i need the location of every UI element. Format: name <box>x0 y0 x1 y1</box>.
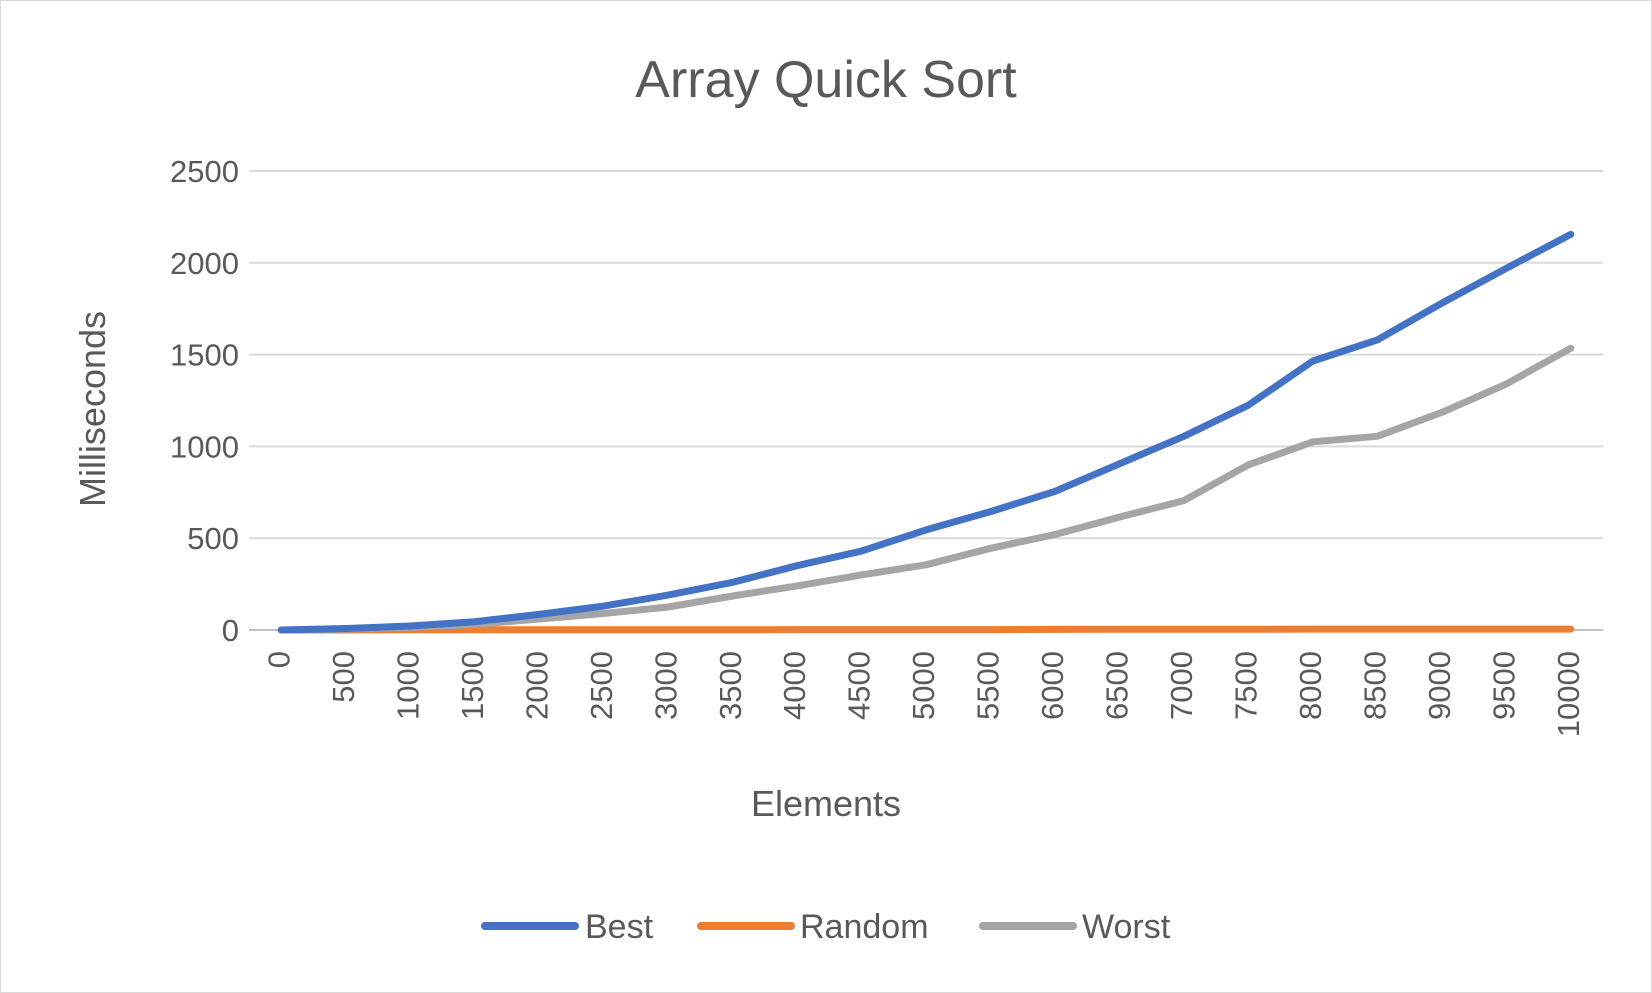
x-tick-label: 6000 <box>1035 651 1070 720</box>
y-tick-label: 0 <box>222 613 239 648</box>
x-tick-label: 5000 <box>906 651 941 720</box>
legend-label-worst: Worst <box>1082 908 1171 946</box>
y-tick-label: 1500 <box>170 338 239 373</box>
legend-label-best: Best <box>585 908 654 946</box>
y-axis-title: Milliseconds <box>72 311 113 507</box>
x-tick-label: 0 <box>261 651 296 668</box>
y-tick-label: 500 <box>187 521 239 556</box>
chart-title: Array Quick Sort <box>635 51 1017 109</box>
x-tick-label: 5500 <box>971 651 1006 720</box>
x-tick-label: 3500 <box>713 651 748 720</box>
y-tick-label: 2000 <box>170 246 239 281</box>
series-lines <box>277 230 1575 634</box>
x-tick-label: 1000 <box>390 651 425 720</box>
x-tick-label: 8500 <box>1358 651 1393 720</box>
x-tick-label: 500 <box>326 651 361 703</box>
y-tick-label: 2500 <box>170 154 239 189</box>
series-line-random <box>277 625 1575 634</box>
x-axis-ticks: 0 500 1000 1500 2000 2500 3000 3500 4000 4500 5000… <box>261 651 1586 737</box>
x-tick-label: 2500 <box>584 651 619 720</box>
legend-label-random: Random <box>800 908 929 946</box>
x-tick-label: 6500 <box>1100 651 1135 720</box>
y-axis-ticks: 0 500 1000 1500 2000 2500 <box>170 154 239 648</box>
x-tick-label: 2000 <box>519 651 554 720</box>
x-tick-label: 9000 <box>1422 651 1457 720</box>
x-tick-label: 4000 <box>777 651 812 720</box>
x-axis-title: Elements <box>751 783 901 824</box>
y-tick-label: 1000 <box>170 429 239 464</box>
x-tick-label: 8000 <box>1293 651 1328 720</box>
x-tick-label: 4500 <box>842 651 877 720</box>
x-tick-label: 9500 <box>1486 651 1521 720</box>
series-line-worst <box>277 344 1575 634</box>
grid-lines <box>249 170 1603 631</box>
x-tick-label: 1500 <box>455 651 490 720</box>
x-tick-label: 3000 <box>648 651 683 720</box>
x-tick-label: 7000 <box>1164 651 1199 720</box>
series-line-best <box>277 230 1575 634</box>
x-tick-label: 7500 <box>1229 651 1264 720</box>
x-tick-label: 10000 <box>1551 651 1586 737</box>
legend: Best Random Worst <box>481 908 1171 946</box>
